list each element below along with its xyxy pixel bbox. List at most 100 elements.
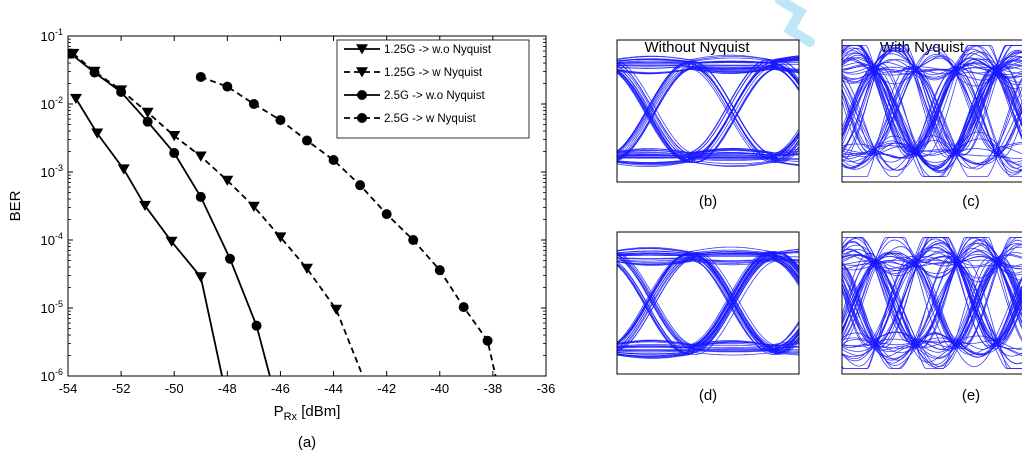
legend-marker-4 — [357, 113, 367, 123]
eye-trace — [616, 132, 800, 158]
x-axis-label-unit: [dBm] — [297, 403, 340, 420]
eye-trace — [617, 54, 800, 92]
eye-trace — [616, 255, 800, 350]
data-point-series-1 — [91, 128, 104, 139]
eye-panel-e: (e) — [841, 231, 1022, 404]
legend-marker-3 — [357, 90, 367, 100]
eye-traces-b — [616, 54, 800, 167]
legend-label-2: 1.25G -> w Nyquist — [384, 67, 483, 79]
eye-trace — [841, 46, 1022, 155]
eye-trace — [841, 237, 1022, 350]
eye-trace — [616, 67, 800, 162]
data-point-series-3 — [195, 191, 206, 202]
eye-trace — [841, 45, 1022, 159]
eye-trace — [616, 258, 800, 352]
data-point-series-4 — [381, 209, 392, 220]
data-point-series-2 — [274, 232, 287, 243]
eye-panel-c: (c) — [841, 39, 1022, 210]
legend-entries: 1.25G -> w.o Nyquist 1.25G -> w Nyquist 2.… — [344, 44, 492, 125]
eye-trace — [841, 244, 1022, 369]
column-title-without-nyquist: Without Nyquist — [644, 39, 750, 56]
eye-trace — [841, 250, 1022, 356]
eye-traces-d — [616, 246, 800, 359]
eye-trace — [616, 256, 800, 350]
eye-trace — [616, 57, 800, 66]
eye-trace — [616, 61, 800, 157]
eye-trace — [841, 65, 1022, 169]
data-point-series-3 — [116, 87, 127, 98]
eye-trace — [841, 248, 1022, 269]
data-point-series-2 — [168, 131, 181, 142]
eye-trace — [841, 53, 1022, 170]
data-point-series-3 — [251, 320, 262, 331]
eye-diagram-figure: Without Nyquist With Nyquist (b) (c) (d)… — [616, 39, 1022, 404]
ber-chart: -54 -52 -50 -48 -46 -44 -42 -40 -38 -36 10-1 10-2 1… — [7, 27, 555, 451]
eye-trace — [841, 258, 1022, 369]
eye-trace — [616, 253, 799, 357]
legend: 1.25G -> w.o Nyquist 1.25G -> w Nyquist 2.… — [336, 39, 530, 139]
eye-trace — [617, 62, 800, 86]
x-tick-label: -54 — [59, 381, 78, 396]
eye-trace — [842, 237, 1022, 349]
eye-trace — [616, 251, 800, 344]
y-tick-exponent: -3 — [55, 163, 63, 173]
panel-label-b: (b) — [699, 193, 717, 210]
eye-trace — [616, 252, 800, 352]
eye-trace — [841, 278, 1022, 361]
eye-trace — [616, 351, 800, 356]
eye-trace — [616, 55, 800, 64]
data-point-series-1 — [139, 200, 152, 212]
eye-trace — [616, 252, 800, 352]
data-point-series-3 — [142, 116, 153, 127]
eye-trace — [841, 237, 1022, 342]
eye-trace — [616, 255, 800, 358]
eye-trace — [616, 246, 800, 287]
eye-trace — [841, 65, 1022, 158]
x-tick-label: -48 — [218, 381, 237, 396]
data-point-series-3 — [68, 48, 76, 59]
panel-label-a: (a) — [298, 434, 316, 451]
x-tick-label: -52 — [112, 381, 131, 396]
eye-trace — [616, 56, 800, 163]
legend-label-1: 1.25G -> w.o Nyquist — [384, 44, 492, 56]
eye-trace — [617, 57, 800, 86]
data-point-series-2 — [330, 304, 343, 315]
x-tick-label: -38 — [483, 381, 502, 396]
data-point-series-1 — [165, 236, 178, 247]
eye-trace — [616, 63, 800, 159]
y-tick-label: 10-2 — [41, 95, 63, 112]
eye-trace — [841, 237, 1022, 369]
eye-panel-b: (b) — [616, 39, 800, 210]
eye-trace — [616, 128, 800, 157]
eye-trace — [841, 250, 1022, 343]
panel-label-d: (d) — [699, 387, 717, 404]
eye-trace — [841, 45, 1022, 156]
eye-trace — [841, 45, 1022, 159]
data-point-series-3 — [169, 148, 180, 159]
x-tick-label: -36 — [537, 381, 556, 396]
y-tick-label: 10-5 — [41, 299, 63, 316]
y-tick-exponent: -2 — [55, 95, 63, 105]
eye-trace — [841, 50, 1022, 166]
eye-trace — [616, 252, 800, 347]
eye-trace — [616, 255, 800, 272]
eye-traces-e — [841, 236, 1022, 369]
data-point-series-1 — [69, 93, 82, 105]
y-tick-label: 10-4 — [41, 231, 63, 248]
eye-trace — [617, 132, 800, 158]
eye-traces-c — [841, 45, 1022, 177]
legend-label-4: 2.5G -> w Nyquist — [384, 113, 477, 125]
y-tick-label: 10-3 — [41, 163, 63, 180]
eye-trace — [841, 263, 1022, 364]
data-point-series-4 — [355, 180, 366, 191]
data-point-series-4 — [328, 155, 339, 166]
y-tick-exponent: -1 — [55, 27, 63, 37]
x-tick-label: -40 — [430, 381, 449, 396]
eye-trace — [841, 142, 1022, 169]
x-tick-label: -42 — [377, 381, 396, 396]
x-tick-label: -50 — [165, 381, 184, 396]
data-point-series-2 — [141, 107, 154, 118]
legend-box — [336, 39, 530, 139]
data-point-series-1 — [194, 272, 207, 283]
eye-frame-c — [841, 39, 1022, 183]
